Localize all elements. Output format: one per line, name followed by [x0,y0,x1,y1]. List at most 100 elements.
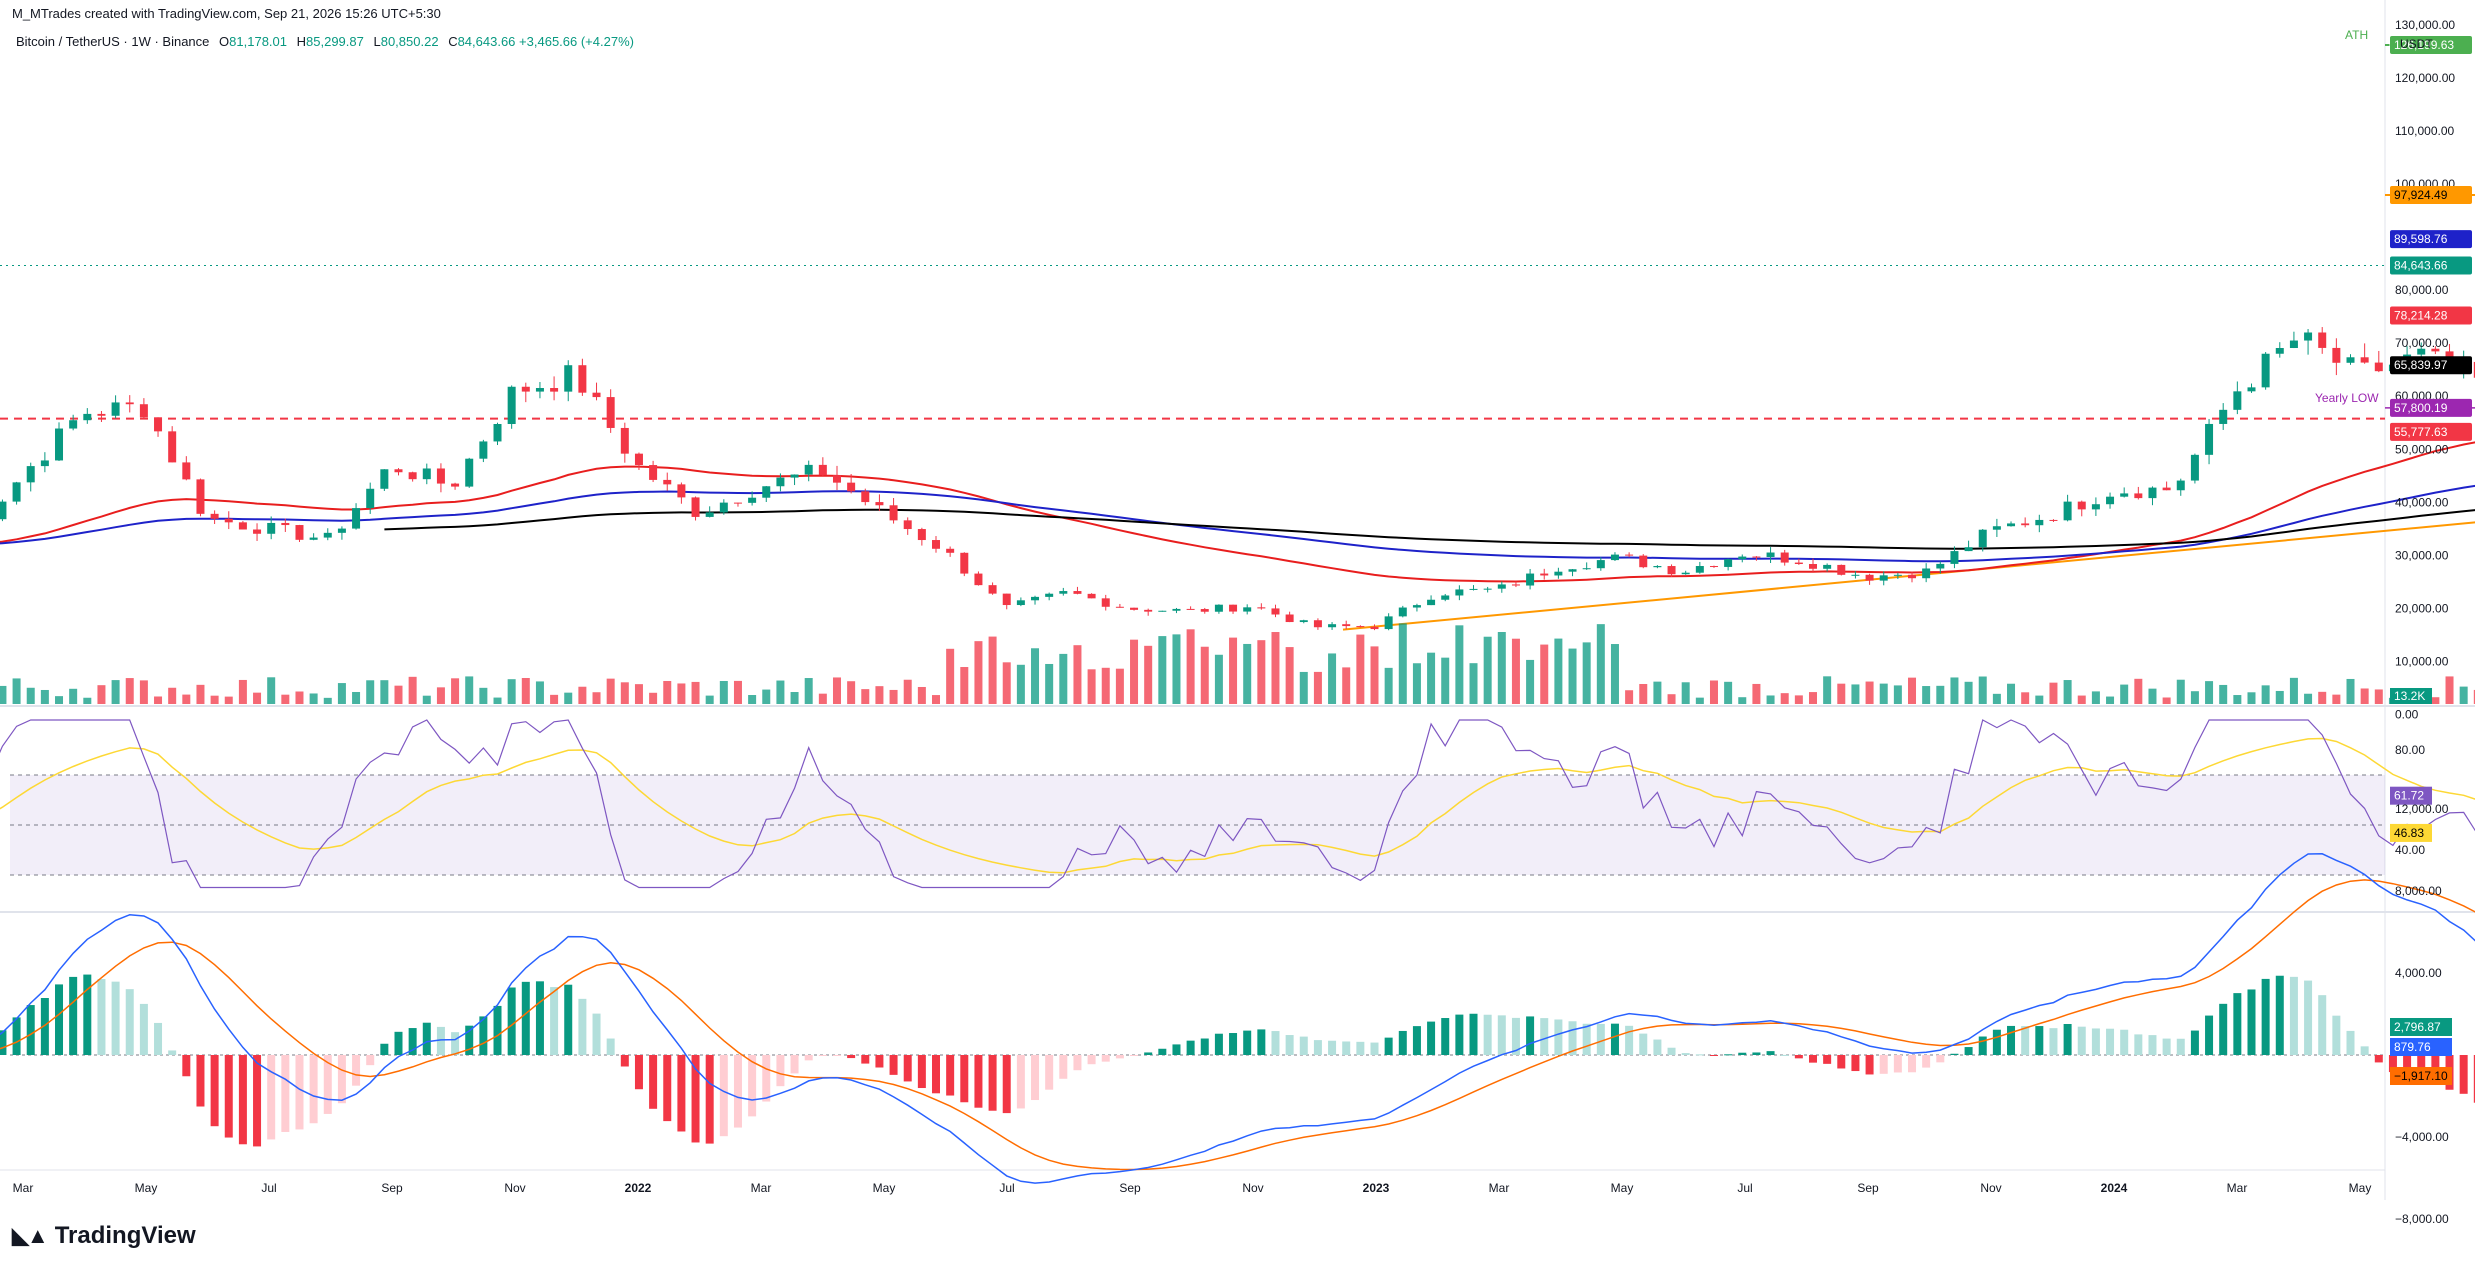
candle-body[interactable] [1936,563,1945,569]
candle-body[interactable] [705,512,714,517]
candle-body[interactable] [719,502,728,513]
candle-body[interactable] [663,479,672,485]
candle-body[interactable] [1922,568,1931,579]
candle-body[interactable] [946,548,955,553]
candle-body[interactable] [1483,588,1492,590]
candle-body[interactable] [1271,608,1280,615]
candle-body[interactable] [1441,595,1450,600]
candle-body[interactable] [1031,596,1040,601]
candle-body[interactable] [1002,593,1011,606]
candle-body[interactable] [903,520,912,530]
candle-body[interactable] [1016,600,1025,606]
candle-body[interactable] [1653,566,1662,568]
candle-body[interactable] [26,466,35,483]
candle-body[interactable] [790,474,799,478]
candle-body[interactable] [125,402,134,405]
candle-body[interactable] [2035,519,2044,526]
ema-100-line[interactable] [0,264,2475,563]
candle-body[interactable] [578,365,587,393]
candle-body[interactable] [1568,569,1577,572]
candle-body[interactable] [1596,560,1605,569]
candle-body[interactable] [2205,423,2214,455]
candle-body[interactable] [196,479,205,514]
candle-body[interactable] [960,552,969,574]
candle-body[interactable] [2077,501,2086,510]
candle-body[interactable] [1257,607,1266,609]
candle-body[interactable] [1356,626,1365,628]
candle-body[interactable] [12,482,21,502]
price-axis[interactable]: 140,000.00130,000.00120,000.00110,000.00… [2390,0,2472,722]
candle-body[interactable] [1695,566,1704,573]
candle-body[interactable] [1059,591,1068,594]
candle-body[interactable] [1837,564,1846,575]
price-pane[interactable]: 0.00% (126,199.62)50.00% (87,599.81)61.8… [0,28,2475,704]
ema-50-line[interactable] [0,192,2475,583]
candle-body[interactable] [1823,564,1832,569]
candle-body[interactable] [847,482,856,492]
time-axis[interactable]: Mar May Jul Sep Nov 2022 Mar May Jul Sep Nov 2023 Ma… [13,1181,2475,1195]
symbol-name[interactable]: Bitcoin / TetherUS · 1W · Binance [16,34,210,49]
candle-body[interactable] [451,483,460,487]
candle-body[interactable] [1766,552,1775,557]
candle-body[interactable] [493,424,502,442]
candle-body[interactable] [2417,348,2426,355]
candle-body[interactable] [2049,519,2058,521]
candle-body[interactable] [733,502,742,504]
candle-body[interactable] [677,484,686,498]
candle-body[interactable] [1794,562,1803,565]
candle-body[interactable] [83,413,92,421]
rsi-line[interactable] [0,719,2475,889]
candle-body[interactable] [1313,620,1322,628]
candle-body[interactable] [479,441,488,459]
candle-body[interactable] [1865,574,1874,581]
candle-body[interactable] [889,505,898,521]
candle-body[interactable] [691,497,700,517]
candle-body[interactable] [1412,605,1421,608]
candle-body[interactable] [564,365,573,392]
candle-body[interactable] [861,491,870,503]
candle-body[interactable] [2332,347,2341,363]
candle-body[interactable] [182,462,191,480]
candle-body[interactable] [2374,362,2383,372]
candle-body[interactable] [1200,609,1209,612]
candle-body[interactable] [1130,607,1139,610]
candle-body[interactable] [1186,608,1195,610]
candle-body[interactable] [1610,554,1619,561]
candle-body[interactable] [1214,604,1223,612]
candle-body[interactable] [1893,574,1902,576]
candle-body[interactable] [210,513,219,519]
candle-body[interactable] [875,502,884,506]
candle-body[interactable] [1978,529,1987,548]
candle-body[interactable] [295,525,304,540]
candle-body[interactable] [139,404,148,418]
candle-body[interactable] [1724,559,1733,567]
candle-body[interactable] [2091,504,2100,510]
candle-body[interactable] [1045,593,1054,597]
candle-body[interactable] [832,475,841,483]
candle-body[interactable] [2261,353,2270,388]
candle-body[interactable] [1427,599,1436,606]
candle-body[interactable] [1681,572,1690,575]
candle-body[interactable] [1144,609,1153,612]
candle-body[interactable] [2318,332,2327,348]
candle-body[interactable] [337,528,346,533]
candle-body[interactable] [1073,591,1082,594]
candle-body[interactable] [818,464,827,476]
trend-line[interactable] [1342,372,2475,631]
candle-body[interactable] [408,472,417,480]
candle-body[interactable] [2007,523,2016,527]
candle-body[interactable] [1752,556,1761,558]
candle-body[interactable] [1964,547,1973,552]
candle-body[interactable] [2176,480,2185,491]
candle-body[interactable] [2289,340,2298,349]
candle-body[interactable] [1370,626,1379,630]
candle-body[interactable] [2360,357,2369,363]
candle-body[interactable] [0,501,7,520]
candle-body[interactable] [69,420,78,429]
candle-body[interactable] [224,518,233,523]
candle-body[interactable] [1950,551,1959,564]
currency-label[interactable]: USDT [2400,37,2433,51]
candle-body[interactable] [2106,496,2115,505]
candle-body[interactable] [1455,589,1464,596]
candle-body[interactable] [2063,501,2072,521]
